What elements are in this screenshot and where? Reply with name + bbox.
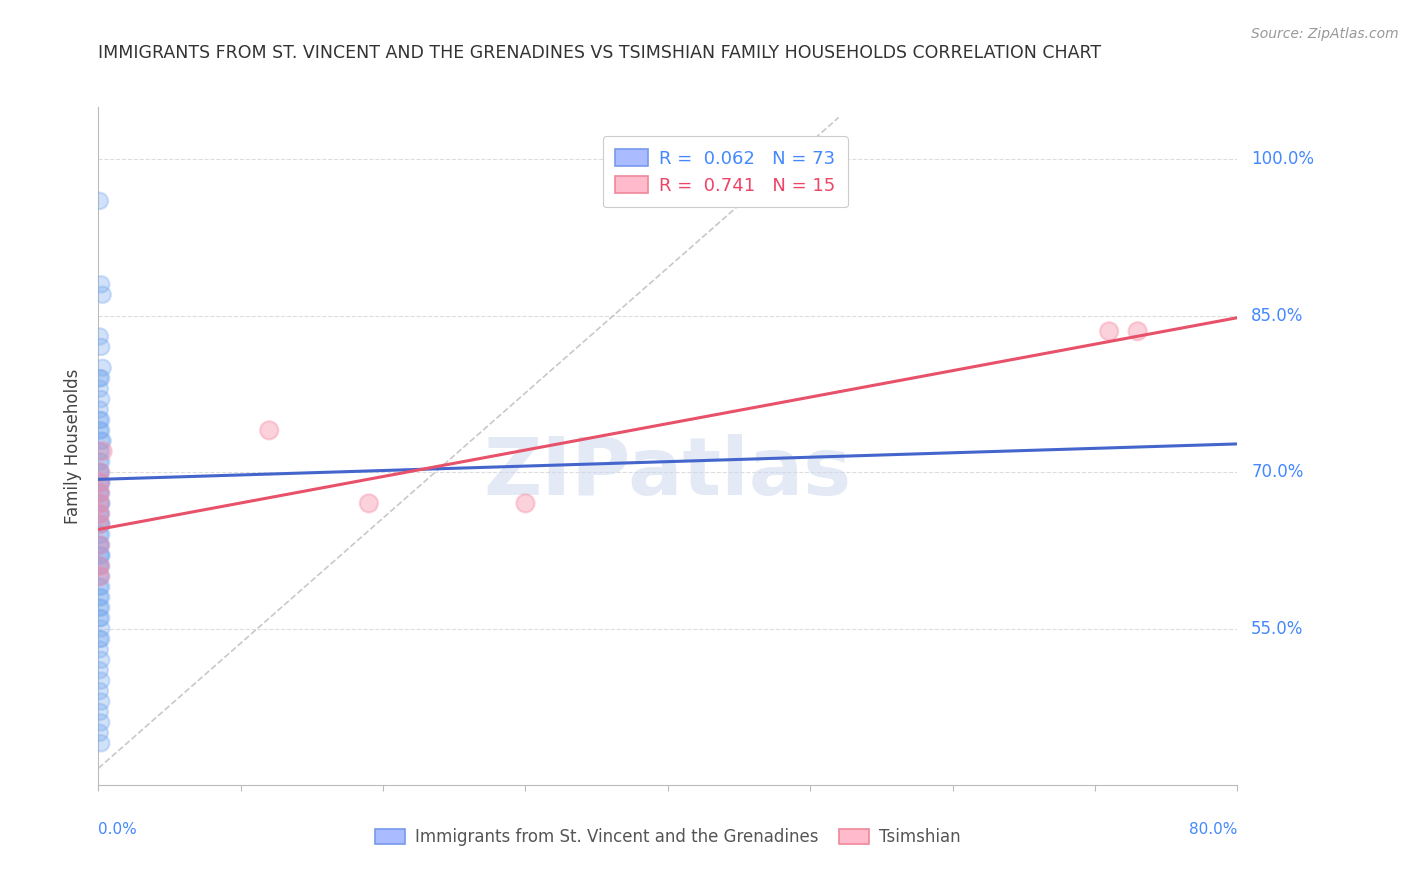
Point xyxy=(89,591,111,605)
Point xyxy=(89,486,111,500)
Point xyxy=(89,486,111,500)
Point xyxy=(89,496,111,510)
Point xyxy=(89,486,111,500)
Point xyxy=(91,360,114,375)
Point xyxy=(90,694,112,708)
Text: 100.0%: 100.0% xyxy=(1251,150,1315,169)
Point xyxy=(89,569,111,583)
Point xyxy=(89,194,111,208)
Point xyxy=(90,465,112,479)
Point xyxy=(357,496,380,510)
Point xyxy=(90,736,112,750)
Point xyxy=(90,475,112,490)
Point xyxy=(89,538,111,552)
Point xyxy=(90,591,112,605)
Point xyxy=(90,517,112,532)
Point xyxy=(90,486,112,500)
Point xyxy=(89,496,111,510)
Point xyxy=(89,371,111,385)
Point xyxy=(89,402,111,417)
Point xyxy=(89,705,111,719)
Text: 55.0%: 55.0% xyxy=(1251,620,1303,638)
Point xyxy=(90,413,112,427)
Point xyxy=(90,673,112,688)
Point xyxy=(89,413,111,427)
Point xyxy=(91,434,114,448)
Point xyxy=(89,726,111,740)
Text: ZIPatlas: ZIPatlas xyxy=(484,434,852,512)
Point xyxy=(90,340,112,354)
Point xyxy=(90,455,112,469)
Point xyxy=(90,580,112,594)
Point xyxy=(90,444,112,458)
Text: Source: ZipAtlas.com: Source: ZipAtlas.com xyxy=(1251,27,1399,41)
Point xyxy=(90,496,112,510)
Point xyxy=(90,558,112,573)
Point xyxy=(89,382,111,396)
Point xyxy=(89,642,111,657)
Point xyxy=(90,434,112,448)
Point xyxy=(89,538,111,552)
Text: 80.0%: 80.0% xyxy=(1189,822,1237,838)
Point xyxy=(89,465,111,479)
Point xyxy=(89,558,111,573)
Point xyxy=(89,465,111,479)
Legend: Immigrants from St. Vincent and the Grenadines, Tsimshian: Immigrants from St. Vincent and the Gren… xyxy=(367,820,969,855)
Point xyxy=(89,558,111,573)
Point xyxy=(89,569,111,583)
Y-axis label: Family Households: Family Households xyxy=(65,368,83,524)
Point xyxy=(90,600,112,615)
Text: IMMIGRANTS FROM ST. VINCENT AND THE GRENADINES VS TSIMSHIAN FAMILY HOUSEHOLDS CO: IMMIGRANTS FROM ST. VINCENT AND THE GREN… xyxy=(98,45,1101,62)
Point xyxy=(89,600,111,615)
Point xyxy=(90,392,112,406)
Point xyxy=(90,549,112,563)
Point xyxy=(259,423,281,437)
Point xyxy=(89,663,111,677)
Point xyxy=(90,527,112,541)
Point xyxy=(515,496,537,510)
Point xyxy=(89,507,111,521)
Point xyxy=(90,715,112,730)
Point xyxy=(90,632,112,646)
Point xyxy=(90,517,112,532)
Point xyxy=(89,538,111,552)
Text: 70.0%: 70.0% xyxy=(1251,463,1303,481)
Point xyxy=(89,329,111,343)
Point xyxy=(1098,324,1121,338)
Point xyxy=(90,277,112,292)
Point xyxy=(89,611,111,625)
Point xyxy=(89,632,111,646)
Point xyxy=(90,549,112,563)
Point xyxy=(89,527,111,541)
Point xyxy=(90,611,112,625)
Point xyxy=(89,455,111,469)
Point xyxy=(89,475,111,490)
Point xyxy=(89,465,111,479)
Point xyxy=(90,538,112,552)
Point xyxy=(91,444,114,458)
Point xyxy=(91,287,114,301)
Point xyxy=(89,507,111,521)
Point xyxy=(90,475,112,490)
Point xyxy=(89,423,111,437)
Point xyxy=(90,496,112,510)
Point xyxy=(90,507,112,521)
Text: 85.0%: 85.0% xyxy=(1251,307,1303,325)
Point xyxy=(90,622,112,636)
Point xyxy=(90,371,112,385)
Point xyxy=(89,580,111,594)
Point xyxy=(1126,324,1149,338)
Point xyxy=(89,475,111,490)
Text: 0.0%: 0.0% xyxy=(98,822,138,838)
Point xyxy=(89,507,111,521)
Point xyxy=(89,517,111,532)
Point xyxy=(89,549,111,563)
Point xyxy=(90,569,112,583)
Point xyxy=(89,558,111,573)
Point xyxy=(89,444,111,458)
Point xyxy=(90,653,112,667)
Point xyxy=(89,517,111,532)
Point xyxy=(89,684,111,698)
Point xyxy=(90,423,112,437)
